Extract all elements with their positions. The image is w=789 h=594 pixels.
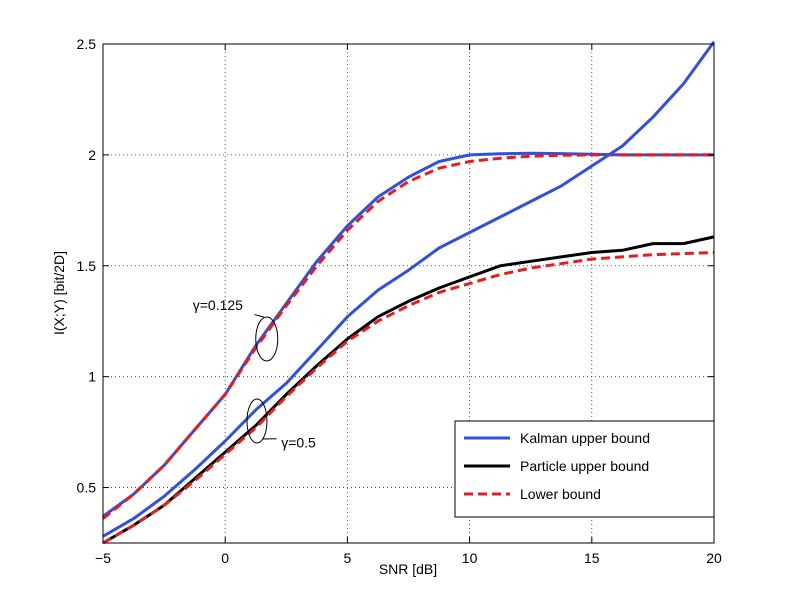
x-tick-label: 15 — [584, 550, 600, 566]
x-tick-label: 0 — [221, 550, 229, 566]
annotation-ellipse-gamma-0125 — [255, 316, 279, 362]
y-tick-label: 2 — [88, 147, 96, 163]
y-tick-label: 1 — [88, 369, 96, 385]
ticks: −5 0 5 10 15 20 0.5 1 1.5 2 2.5 — [77, 36, 722, 566]
y-tick-label: 0.5 — [77, 480, 97, 496]
legend-label-particle: Particle upper bound — [520, 458, 649, 474]
y-tick-label: 1.5 — [77, 258, 97, 274]
x-axis-label: SNR [dB] — [379, 561, 437, 577]
series-line-3 — [102, 235, 715, 545]
annotation-ellipse-gamma-05 — [246, 398, 268, 444]
series-layer — [102, 40, 716, 545]
y-axis-label: I(X;Y) [bit/2D] — [51, 251, 67, 335]
x-tick-label: −5 — [95, 550, 111, 566]
y-tick-label: 2.5 — [77, 36, 97, 52]
legend-label-lower: Lower bound — [520, 486, 601, 502]
plot-frame — [102, 43, 715, 544]
x-tick-label: 10 — [462, 550, 478, 566]
legend-label-kalman: Kalman upper bound — [520, 430, 650, 446]
x-tick-label: 20 — [706, 550, 722, 566]
legend: Kalman upper bound Particle upper bound … — [454, 420, 715, 518]
annotation-leader-gamma-0125 — [254, 314, 264, 318]
series-line-1 — [102, 153, 714, 520]
x-tick-label: 5 — [344, 550, 352, 566]
annotation-gamma-0125: γ=0.125 — [193, 297, 243, 313]
series-line-2 — [102, 40, 716, 538]
annotation-gamma-05: γ=0.5 — [281, 435, 316, 451]
annotations: γ=0.125 γ=0.5 — [193, 297, 316, 451]
